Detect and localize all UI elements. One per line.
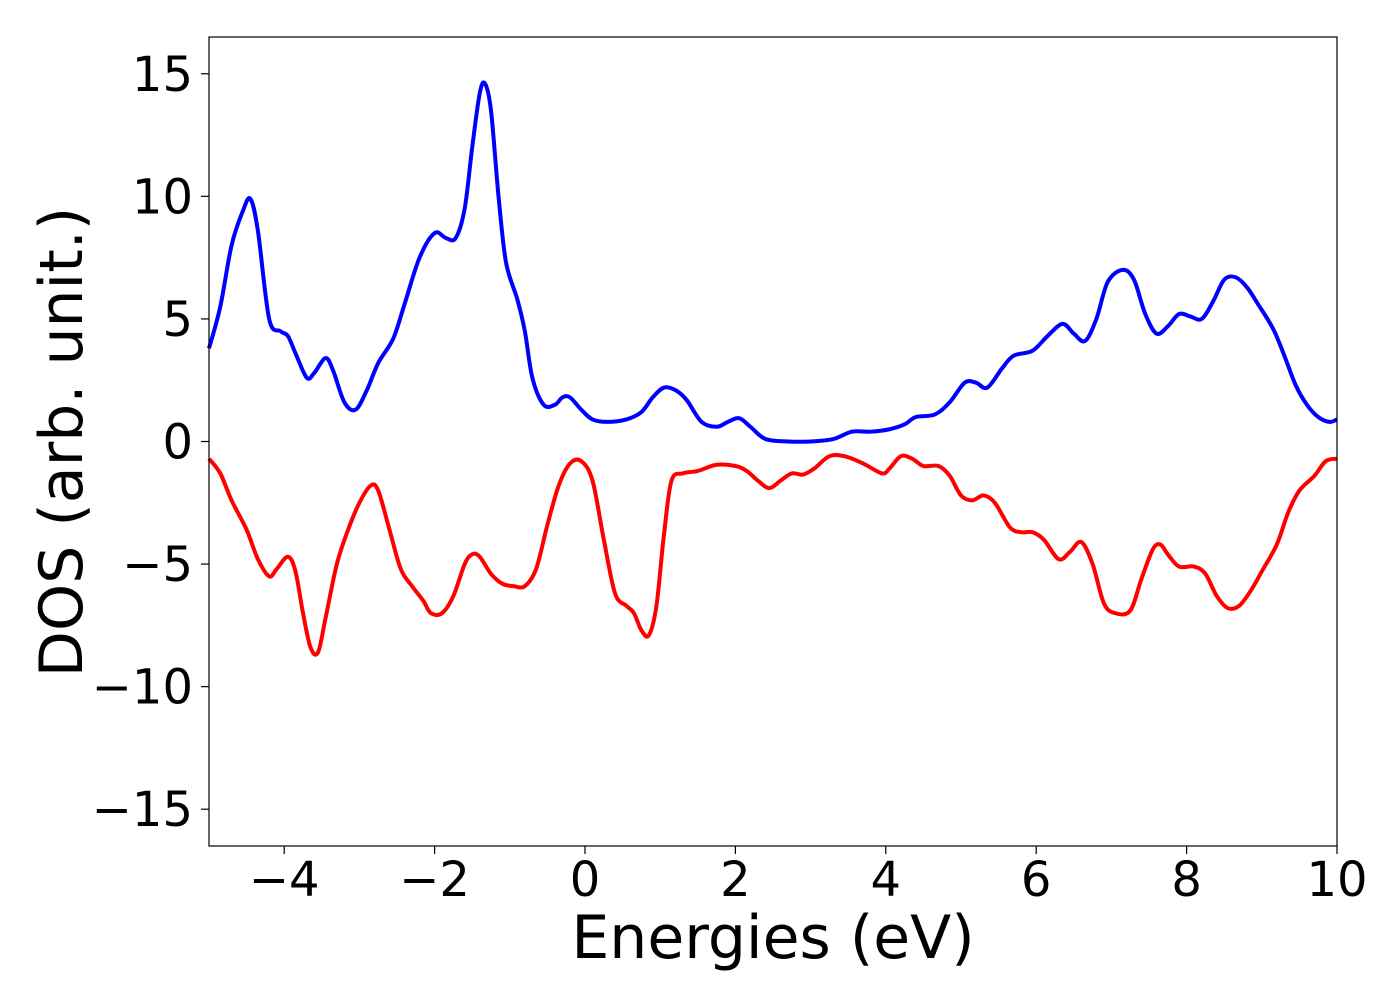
- y-tick-label: 10: [132, 169, 193, 225]
- x-tick-label: 4: [871, 852, 902, 908]
- y-axis-ticks: 15 10 5 0 −5 −10 −15: [92, 47, 209, 838]
- x-tick-label: 8: [1171, 852, 1202, 908]
- x-axis-label: Energies (eV): [571, 903, 974, 973]
- series-layer: [207, 80, 1338, 657]
- x-tick-label: 0: [570, 852, 601, 908]
- x-axis-ticks: −4 −2 0 2 4 6 8 10: [249, 846, 1368, 908]
- y-tick-label: −15: [92, 782, 193, 838]
- dos-series-line-0: [207, 80, 1338, 444]
- x-tick-label: 6: [1021, 852, 1052, 908]
- y-tick-label: 15: [132, 47, 193, 103]
- y-tick-label: 0: [162, 415, 193, 471]
- x-tick-label: −4: [249, 852, 320, 908]
- x-tick-label: −2: [399, 852, 470, 908]
- y-tick-label: 5: [162, 292, 193, 348]
- y-tick-label: −5: [122, 537, 193, 593]
- y-tick-label: −10: [92, 660, 193, 716]
- dos-series-line-1: [207, 452, 1338, 657]
- x-tick-label: 2: [720, 852, 751, 908]
- x-tick-label: 10: [1306, 852, 1367, 908]
- y-axis-label: DOS (arb. unit.): [27, 207, 97, 677]
